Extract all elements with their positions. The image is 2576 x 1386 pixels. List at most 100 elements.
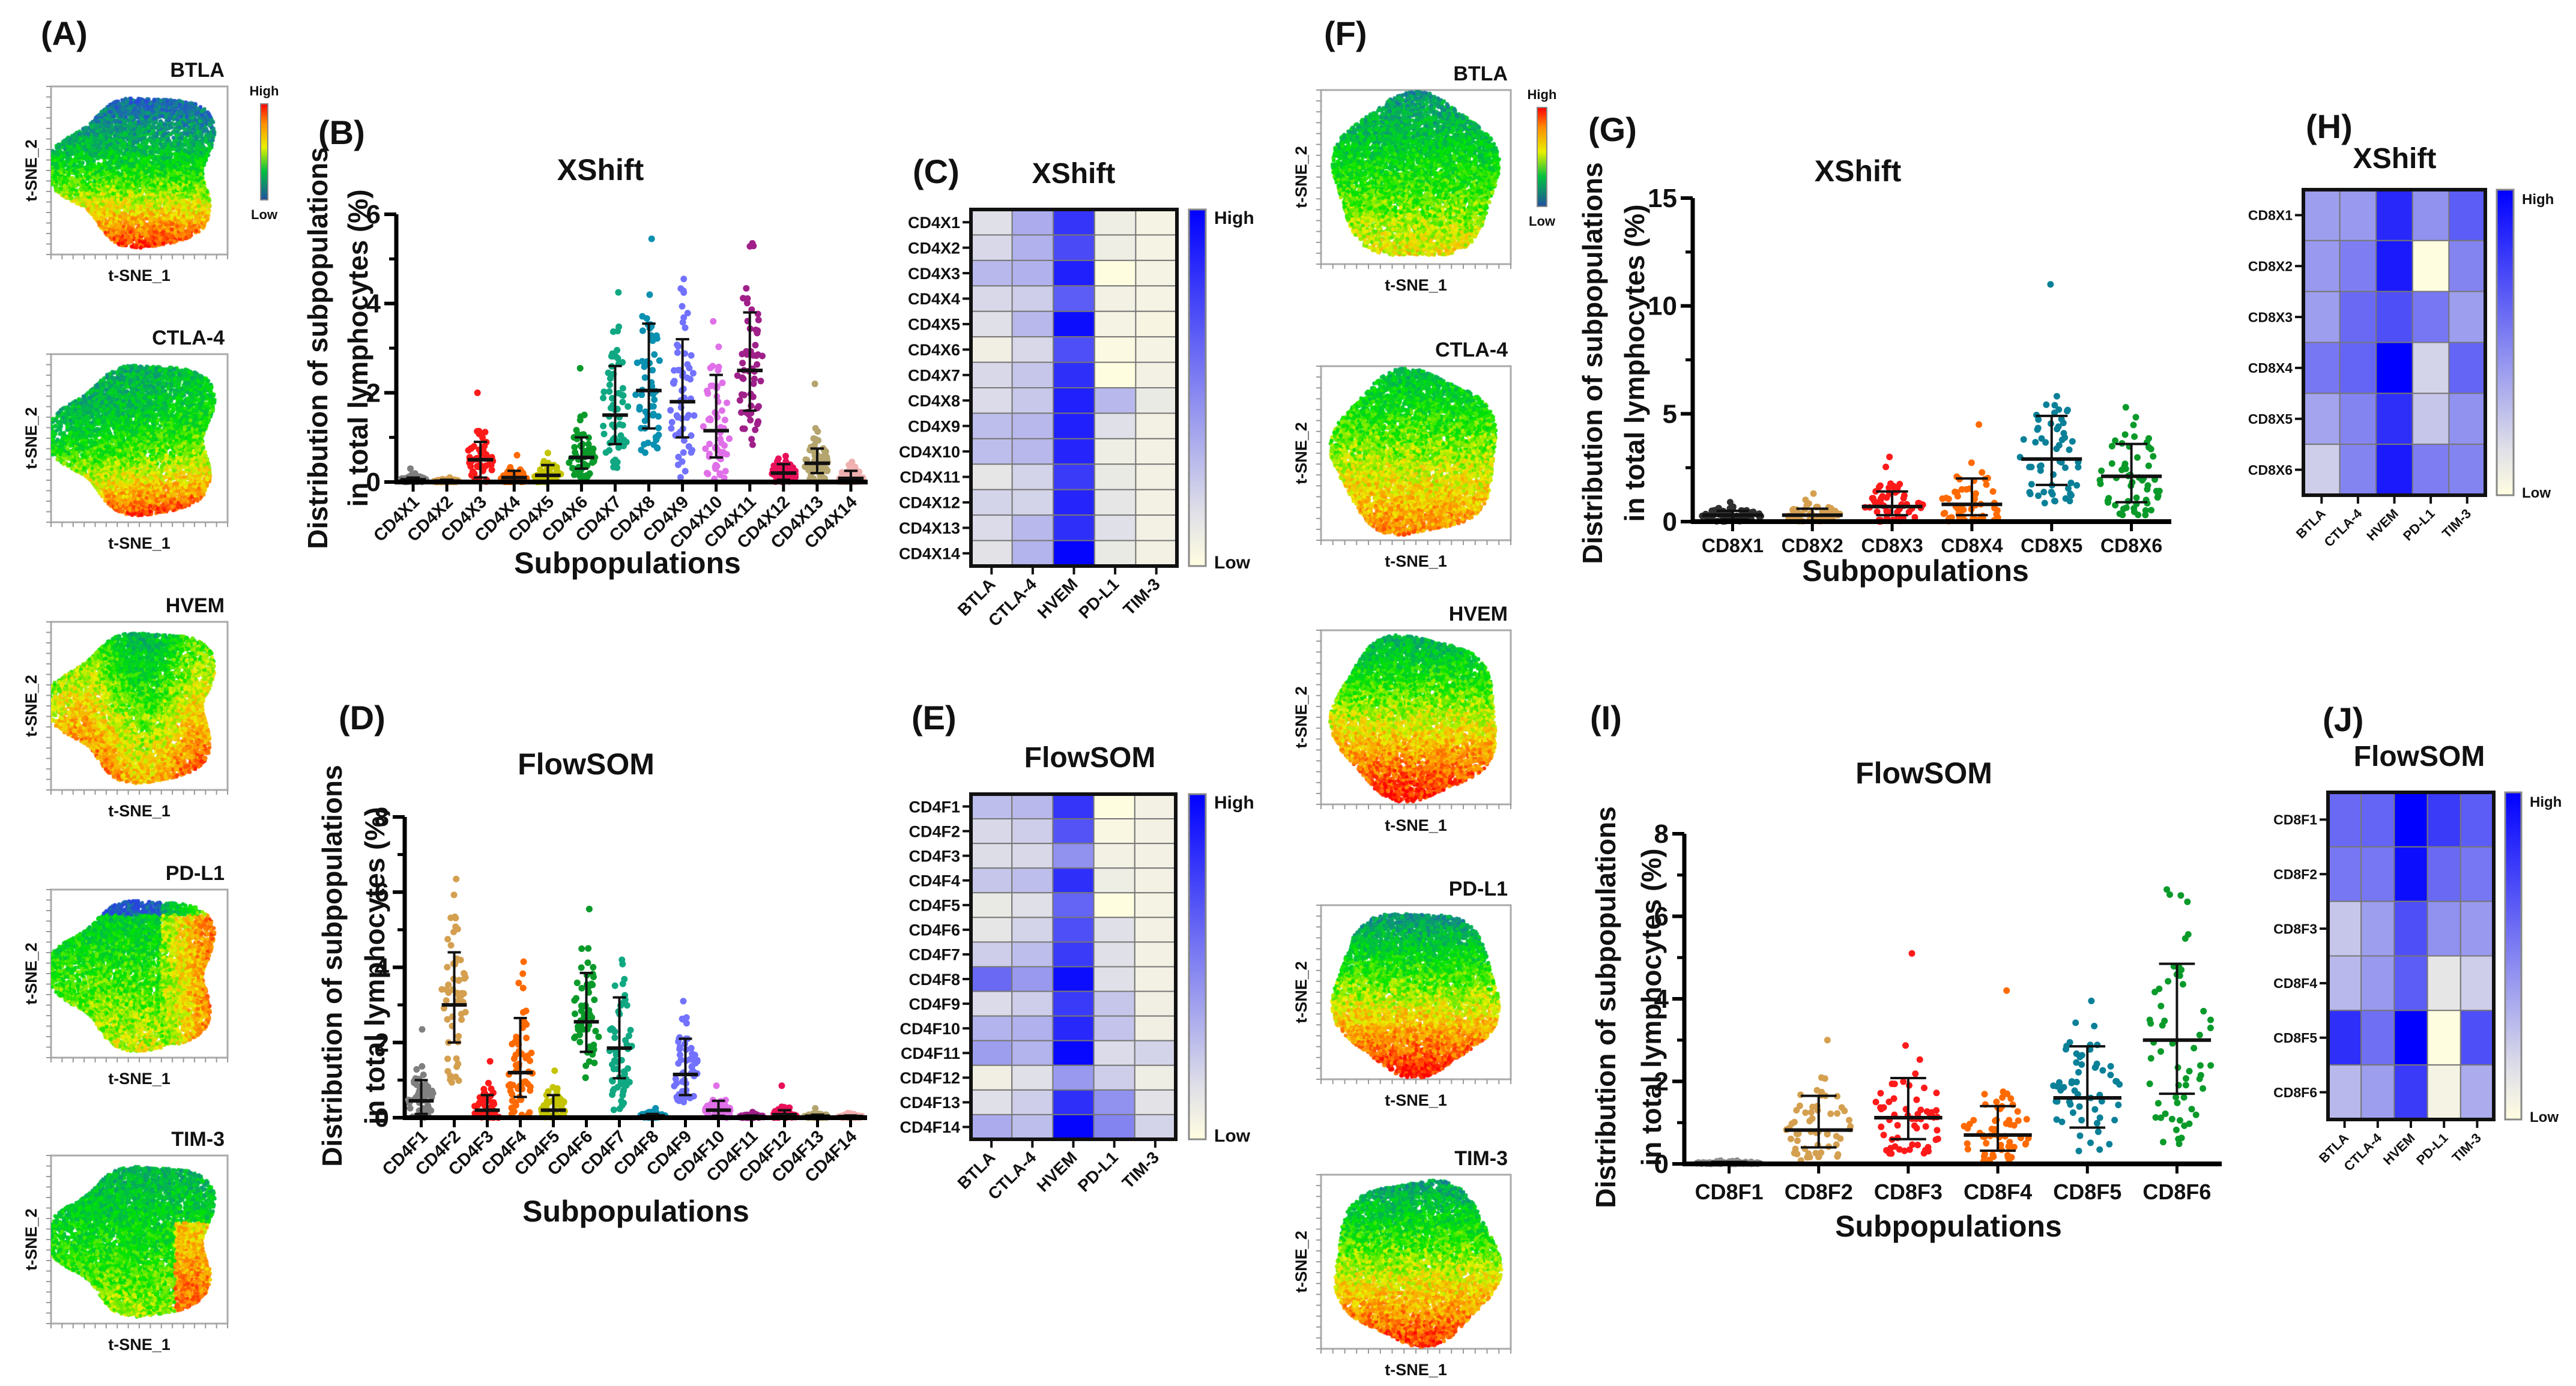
data-point xyxy=(747,417,754,424)
row-label: CD8X6 xyxy=(2248,462,2293,478)
heatmap-cell xyxy=(1135,209,1178,236)
heatmap-cell xyxy=(1052,1040,1095,1066)
data-point xyxy=(651,396,658,403)
heatmap-cell xyxy=(2303,189,2341,241)
tsne-y-label: t-SNE_2 xyxy=(22,407,40,469)
data-point xyxy=(755,316,762,324)
heatmap-cell xyxy=(1011,540,1054,567)
data-point xyxy=(749,441,756,448)
heatmap-cell xyxy=(1093,1113,1135,1140)
data-point xyxy=(425,1102,432,1109)
data-point xyxy=(694,1058,701,1065)
heatmap-cell xyxy=(970,361,1013,388)
data-point xyxy=(571,1010,578,1017)
heatmap-cell xyxy=(1093,463,1137,490)
heatmap-cell xyxy=(970,387,1013,414)
tsne-x-label: t-SNE_1 xyxy=(1385,552,1447,570)
heatmap-cell xyxy=(1093,917,1135,943)
heatmap-cell xyxy=(2426,1010,2461,1066)
data-point xyxy=(576,1038,584,1046)
data-point xyxy=(713,1082,720,1089)
data-point xyxy=(2207,1062,2215,1069)
data-point xyxy=(453,875,460,882)
heatmap-cell xyxy=(2327,955,2362,1011)
data-point xyxy=(675,453,682,460)
data-point xyxy=(2144,486,2151,493)
data-point xyxy=(606,381,613,388)
data-point xyxy=(718,407,725,414)
data-point xyxy=(750,243,757,250)
data-point xyxy=(1833,1133,1840,1140)
data-point xyxy=(1880,1131,1887,1139)
data-point xyxy=(485,1079,492,1086)
data-point xyxy=(589,459,596,466)
data-point xyxy=(1806,1118,1813,1125)
data-point xyxy=(2075,1068,2082,1076)
heatmap-cell xyxy=(1053,285,1095,312)
heatmap-cell xyxy=(1011,917,1054,943)
data-point xyxy=(2162,1110,2169,1118)
data-point xyxy=(1968,459,1975,466)
data-point xyxy=(2112,437,2119,444)
y-tick-label: 2 xyxy=(1654,1067,1669,1097)
column-label: PD-L1 xyxy=(1074,1148,1122,1195)
heatmap-cell xyxy=(1135,438,1178,465)
data-point xyxy=(481,442,488,450)
data-point xyxy=(2027,490,2034,498)
category-CD4F2 xyxy=(438,875,469,1086)
heatmap-cell xyxy=(1052,1015,1095,1041)
heatmap-cell xyxy=(2426,900,2461,957)
data-point xyxy=(805,466,812,474)
data-point xyxy=(507,1088,514,1095)
row-label: CD4F7 xyxy=(909,946,960,964)
heatmap-cell xyxy=(2460,955,2494,1011)
tsne-x-label: t-SNE_1 xyxy=(108,267,171,285)
data-point xyxy=(1912,1070,1919,1077)
data-point xyxy=(2064,406,2071,414)
data-point xyxy=(633,359,641,366)
x-tick-label: CD8X3 xyxy=(1861,535,1923,556)
data-point xyxy=(641,441,648,448)
data-point xyxy=(1908,950,1915,957)
data-point xyxy=(1958,486,1965,493)
heatmap-cell xyxy=(970,209,1013,236)
data-point xyxy=(2186,1067,2193,1074)
heatmap-cell xyxy=(2411,240,2450,292)
heatmap-cell xyxy=(1052,966,1095,992)
y-tick-label: 6 xyxy=(375,878,389,907)
heatmap-cell xyxy=(2393,846,2428,902)
data-point xyxy=(1827,1110,1834,1117)
data-point xyxy=(2078,1052,2085,1059)
data-point xyxy=(1887,1145,1894,1152)
data-point xyxy=(652,433,659,441)
data-point xyxy=(2037,467,2044,474)
data-point xyxy=(452,923,459,930)
tsne-y-label: t-SNE_2 xyxy=(22,139,40,202)
data-point xyxy=(2066,1038,2073,1046)
data-point xyxy=(688,432,695,439)
data-point xyxy=(574,430,581,438)
heatmap-cell xyxy=(1011,843,1054,869)
tsne-marker-title: CTLA-4 xyxy=(152,327,225,349)
data-point xyxy=(2191,1044,2198,1052)
data-point xyxy=(2200,1008,2207,1015)
data-point xyxy=(656,357,663,364)
data-point xyxy=(1888,1150,1895,1157)
heatmap-cell xyxy=(1134,843,1177,869)
data-point xyxy=(2116,510,2123,517)
data-point xyxy=(2197,1062,2204,1069)
data-point xyxy=(614,346,621,354)
x-tick-label: CD8X1 xyxy=(1702,535,1764,556)
column-label: HVEM xyxy=(1034,574,1081,622)
heatmap-cell xyxy=(2460,1064,2494,1120)
data-point xyxy=(2034,424,2042,432)
heatmap-cell xyxy=(1135,310,1178,338)
data-point xyxy=(673,1094,680,1101)
x-axis-label: Subpopulations xyxy=(514,546,741,580)
data-point xyxy=(1885,484,1893,492)
data-point xyxy=(712,1100,719,1107)
data-point xyxy=(423,1084,430,1091)
data-point xyxy=(588,980,595,987)
data-point xyxy=(754,361,761,368)
tsne-scatter-F-pd-l1 xyxy=(1321,905,1511,1079)
